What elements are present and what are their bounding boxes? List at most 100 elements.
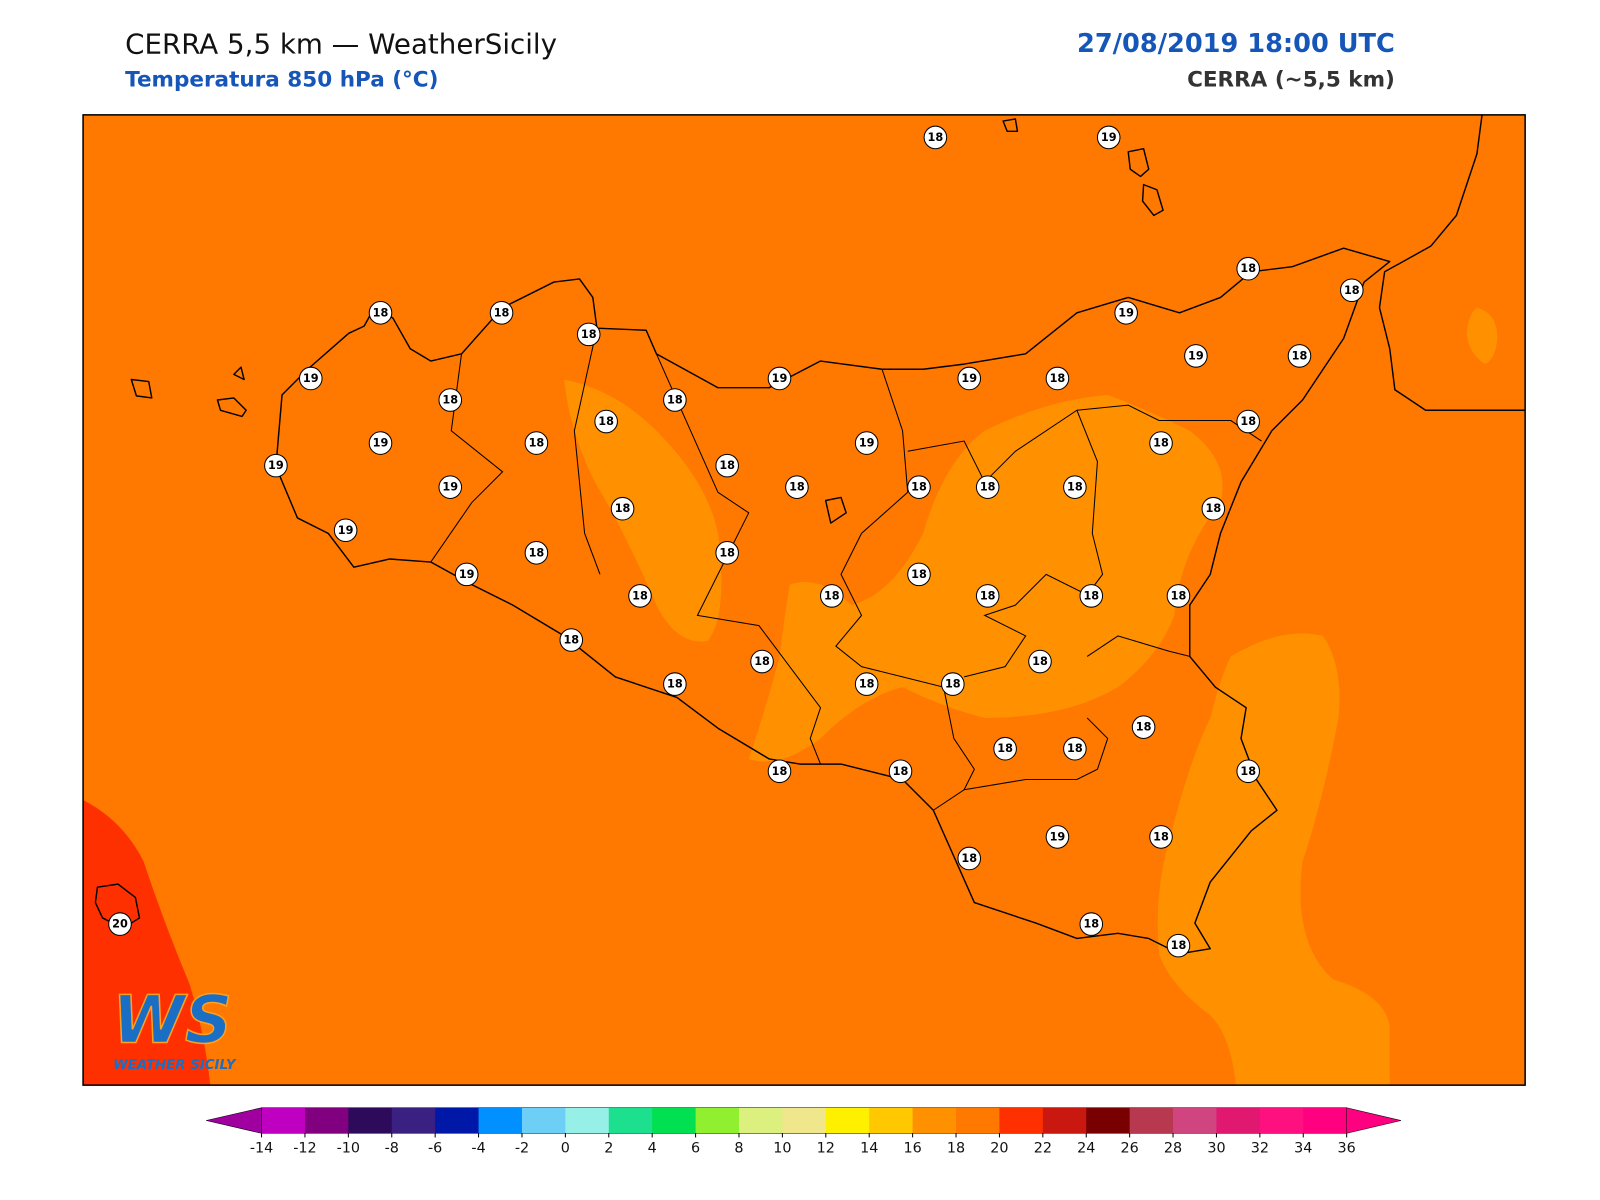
station-value: 18 bbox=[754, 655, 770, 668]
station: 20 bbox=[108, 912, 132, 936]
station-value: 18 bbox=[824, 589, 840, 602]
station-value: 18 bbox=[719, 459, 735, 472]
colorbar-segment bbox=[999, 1107, 1044, 1134]
station-value: 18 bbox=[911, 481, 927, 494]
colorbar-tick-label: -2 bbox=[515, 1141, 529, 1157]
station: 18 bbox=[907, 562, 931, 587]
station: 18 bbox=[1166, 584, 1191, 608]
colorbar-segment bbox=[261, 1107, 306, 1134]
map: 18 19 18 18 18 18 18 19 19 19 19 18 19 18 18 18 18 18 19 18… bbox=[83, 114, 1526, 1086]
colorbar-segment bbox=[304, 1107, 349, 1134]
colorbar-tick-label: 4 bbox=[648, 1141, 657, 1157]
station-value: 18 bbox=[1136, 721, 1152, 734]
colorbar-segment bbox=[738, 1107, 783, 1134]
station-marker bbox=[1028, 649, 1052, 674]
station-marker bbox=[333, 518, 358, 543]
station: 18 bbox=[368, 301, 393, 325]
station-marker bbox=[368, 431, 393, 455]
station-marker bbox=[957, 846, 982, 871]
station-value: 19 bbox=[373, 437, 389, 450]
station: 18 bbox=[715, 453, 739, 478]
station-marker bbox=[524, 541, 549, 565]
station-value: 18 bbox=[1171, 589, 1187, 602]
station-marker bbox=[1287, 344, 1312, 368]
station-value: 18 bbox=[789, 481, 805, 494]
colorbar-tick-label: 26 bbox=[1121, 1141, 1139, 1157]
station: 18 bbox=[1166, 933, 1191, 958]
station-marker bbox=[610, 496, 635, 521]
colorbar-under bbox=[206, 1107, 262, 1134]
colorbar-segment bbox=[521, 1107, 566, 1134]
station-marker bbox=[1236, 409, 1260, 434]
station-marker bbox=[923, 125, 948, 150]
map-frame bbox=[82, 114, 1526, 1086]
station: 19 bbox=[1114, 301, 1138, 325]
station-marker bbox=[1166, 933, 1191, 958]
station-marker bbox=[785, 475, 809, 499]
station: 18 bbox=[1045, 366, 1070, 391]
station: 18 bbox=[1063, 475, 1087, 499]
station-marker bbox=[298, 366, 323, 391]
logo-text: WEATHER SICILY bbox=[113, 1058, 237, 1073]
station-marker bbox=[1339, 278, 1364, 303]
station-marker bbox=[1079, 912, 1104, 936]
station-value: 19 bbox=[268, 459, 284, 472]
station: 18 bbox=[907, 475, 931, 499]
station-value: 18 bbox=[598, 415, 614, 428]
colorbar-segment bbox=[608, 1107, 653, 1134]
station-marker bbox=[1236, 759, 1260, 784]
station-value: 18 bbox=[1067, 481, 1083, 494]
colorbar-tick-label: 0 bbox=[561, 1141, 570, 1157]
station: 18 bbox=[941, 672, 965, 696]
station: 19 bbox=[264, 453, 288, 478]
station-marker bbox=[1045, 366, 1070, 391]
station-value: 18 bbox=[1240, 765, 1256, 778]
station-value: 19 bbox=[1101, 131, 1117, 144]
station-marker bbox=[576, 322, 601, 347]
colorbar-tick-label: 2 bbox=[604, 1141, 613, 1157]
station-marker bbox=[993, 736, 1017, 761]
station: 18 bbox=[785, 475, 809, 499]
station: 19 bbox=[1096, 125, 1121, 150]
station-marker bbox=[854, 431, 879, 455]
colorbar-tick-label: 18 bbox=[947, 1141, 965, 1157]
station: 18 bbox=[1236, 409, 1260, 434]
station-marker bbox=[368, 301, 393, 325]
station: 18 bbox=[663, 388, 687, 412]
station-marker bbox=[1079, 584, 1104, 608]
station: 18 bbox=[594, 409, 618, 434]
station: 18 bbox=[819, 584, 844, 608]
station: 18 bbox=[957, 846, 982, 871]
colorbar-segment bbox=[435, 1107, 480, 1134]
station-marker bbox=[594, 409, 618, 434]
colorbar-tick-label: -8 bbox=[385, 1141, 399, 1157]
colorbar-tick-label: 24 bbox=[1077, 1141, 1095, 1157]
station-marker bbox=[767, 366, 792, 391]
coastline bbox=[275, 247, 1391, 955]
station-marker bbox=[663, 388, 687, 412]
station-marker bbox=[715, 541, 739, 565]
colorbar-segment bbox=[348, 1107, 393, 1134]
station: 19 bbox=[454, 562, 479, 587]
station: 18 bbox=[610, 496, 635, 521]
station-marker bbox=[907, 562, 931, 587]
station-value: 19 bbox=[961, 372, 977, 385]
station-value: 18 bbox=[1240, 415, 1256, 428]
station-marker bbox=[1201, 496, 1226, 521]
colorbar-segment bbox=[869, 1107, 914, 1134]
station-value: 18 bbox=[1240, 262, 1256, 275]
station-marker bbox=[1166, 584, 1191, 608]
station-value: 18 bbox=[719, 546, 735, 559]
station-value: 19 bbox=[1050, 830, 1066, 843]
cool-area bbox=[564, 379, 722, 642]
station-marker bbox=[1149, 825, 1173, 849]
station: 18 bbox=[1063, 736, 1087, 761]
colorbar-tick-label: 6 bbox=[691, 1141, 700, 1157]
colorbar-tick-label: -10 bbox=[337, 1141, 360, 1157]
station: 19 bbox=[854, 431, 879, 455]
colorbar-tick-label: 36 bbox=[1338, 1141, 1356, 1157]
station-value: 18 bbox=[911, 568, 927, 581]
station-marker bbox=[663, 672, 687, 696]
station-marker bbox=[1131, 715, 1156, 739]
